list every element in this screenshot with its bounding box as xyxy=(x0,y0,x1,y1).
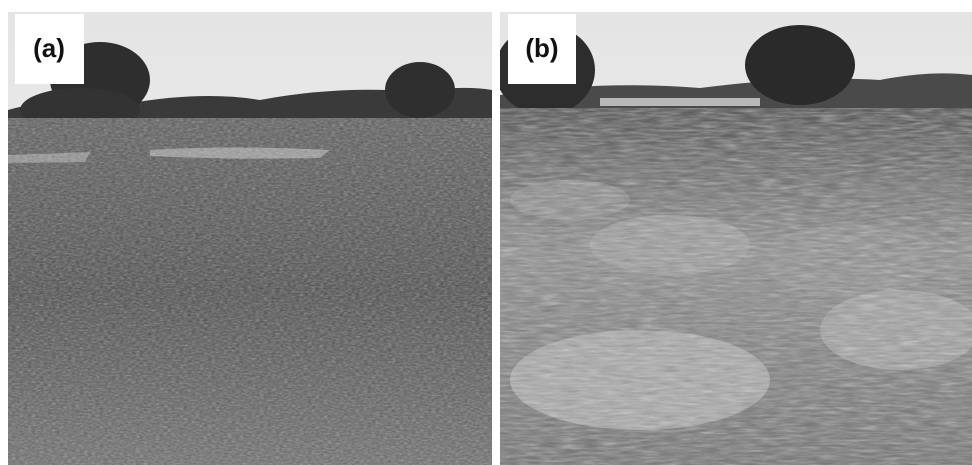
panel-label: (a) xyxy=(33,33,65,63)
panel-label: (b) xyxy=(525,33,558,63)
figure: (a) (b) xyxy=(0,0,972,465)
photo-a xyxy=(8,12,492,465)
photo-b xyxy=(495,12,972,465)
page: (a) (b) (() => { const data = JSON.parse… xyxy=(0,0,972,465)
